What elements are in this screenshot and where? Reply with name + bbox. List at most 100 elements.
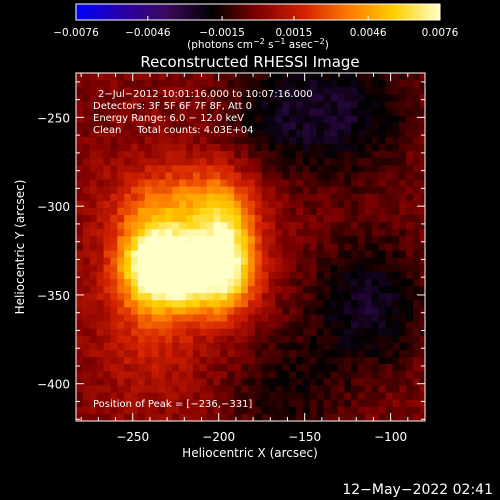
heatmap-cell: [213, 413, 222, 421]
heatmap-cell: [371, 392, 380, 401]
heatmap-cell: [357, 222, 366, 230]
heatmap-cell: [289, 378, 297, 387]
heatmap-cell: [427, 144, 434, 152]
heatmap-cell: [192, 179, 201, 188]
heatmap-cell: [158, 392, 166, 401]
heatmap-cell: [172, 293, 180, 301]
heatmap-cell: [248, 421, 255, 429]
heatmap-cell: [213, 357, 222, 365]
heatmap-cell: [110, 129, 118, 138]
heatmap-cell: [275, 257, 283, 266]
heatmap-cell: [117, 321, 125, 330]
heatmap-cell: [234, 243, 242, 252]
heatmap-cell: [158, 222, 166, 230]
heatmap-cell: [392, 357, 400, 365]
heatmap-cell: [110, 335, 118, 344]
heatmap-cell: [241, 122, 249, 131]
heatmap-cell: [261, 243, 270, 252]
heatmap-cell: [144, 229, 153, 237]
heatmap-cell: [261, 136, 270, 145]
heatmap-cell: [309, 200, 318, 209]
heatmap-cell: [241, 278, 249, 287]
heatmap-cell: [172, 250, 180, 259]
heatmap-cell: [399, 186, 407, 195]
heatmap-cell: [296, 328, 304, 337]
heatmap-cell: [316, 264, 325, 273]
heatmap-cell: [357, 193, 366, 202]
heatmap-cell: [254, 335, 263, 344]
heatmap-cell: [206, 314, 215, 323]
heatmap-cell: [165, 421, 172, 429]
heatmap-cell: [309, 293, 318, 301]
heatmap-cell: [192, 193, 201, 202]
heatmap-cell: [76, 328, 84, 337]
heatmap-cell: [103, 335, 111, 344]
heatmap-cell: [227, 222, 235, 230]
heatmap-cell: [234, 122, 242, 131]
heatmap-cell: [206, 243, 215, 252]
heatmap-cell: [302, 108, 311, 117]
heatmap-cell: [399, 172, 407, 181]
heatmap-cell: [268, 371, 277, 379]
heatmap-cell: [96, 158, 105, 166]
heatmap-cell: [179, 179, 187, 188]
heatmap-cell: [392, 300, 400, 308]
heatmap-cell: [213, 328, 222, 337]
heatmap-cell: [241, 321, 249, 330]
heatmap-cell: [371, 286, 380, 294]
heatmap-cell: [234, 335, 242, 344]
heatmap-cell: [412, 207, 421, 216]
heatmap-cell: [96, 243, 105, 252]
heatmap-cell: [427, 80, 434, 88]
heatmap-cell: [378, 406, 387, 415]
heatmap-cell: [337, 392, 345, 401]
heatmap-cell: [213, 264, 222, 273]
heatmap-cell: [144, 257, 153, 266]
heatmap-cell: [282, 200, 290, 209]
heatmap-cell: [323, 278, 332, 287]
heatmap-cell: [357, 73, 366, 81]
heatmap-cell: [337, 364, 345, 372]
heatmap-cell: [357, 349, 366, 358]
heatmap-cell: [296, 158, 304, 166]
heatmap-cell: [282, 264, 290, 273]
heatmap-cell: [199, 207, 208, 216]
heatmap-cell: [316, 357, 325, 365]
heatmap-cell: [261, 357, 270, 365]
heatmap-cell: [199, 165, 208, 174]
heatmap-cell: [234, 300, 242, 308]
heatmap-cell: [330, 257, 338, 266]
heatmap-cell: [90, 421, 97, 429]
heatmap-cell: [186, 229, 194, 237]
heatmap-cell: [330, 229, 338, 237]
heatmap-cell: [76, 186, 84, 195]
heatmap-cell: [227, 300, 235, 308]
heatmap-cell: [254, 371, 263, 379]
heatmap-cell: [199, 307, 208, 316]
heatmap-cell: [261, 179, 270, 188]
heatmap-cell: [110, 94, 118, 103]
heatmap-cell: [309, 207, 318, 216]
heatmap-cell: [351, 236, 359, 245]
heatmap-cell: [206, 136, 215, 145]
heatmap-cell: [427, 236, 434, 244]
heatmap-cell: [186, 236, 194, 245]
heatmap-cell: [165, 300, 173, 308]
heatmap-cell: [399, 101, 407, 110]
heatmap-cell: [144, 357, 153, 365]
heatmap-cell: [82, 321, 91, 330]
heatmap-cell: [192, 364, 201, 372]
heatmap-cell: [158, 151, 166, 159]
heatmap-cell: [89, 80, 98, 88]
heatmap-cell: [282, 108, 290, 117]
heatmap-cell: [412, 406, 421, 415]
heatmap-cell: [261, 406, 270, 415]
heatmap-cell: [392, 122, 400, 131]
heatmap-cell: [344, 342, 352, 351]
heatmap-cell: [179, 122, 187, 131]
heatmap-cell: [186, 349, 194, 358]
heatmap-cell: [220, 94, 228, 103]
heatmap-cell: [419, 186, 425, 195]
heatmap-cell: [131, 172, 139, 181]
heatmap-cell: [192, 378, 201, 387]
